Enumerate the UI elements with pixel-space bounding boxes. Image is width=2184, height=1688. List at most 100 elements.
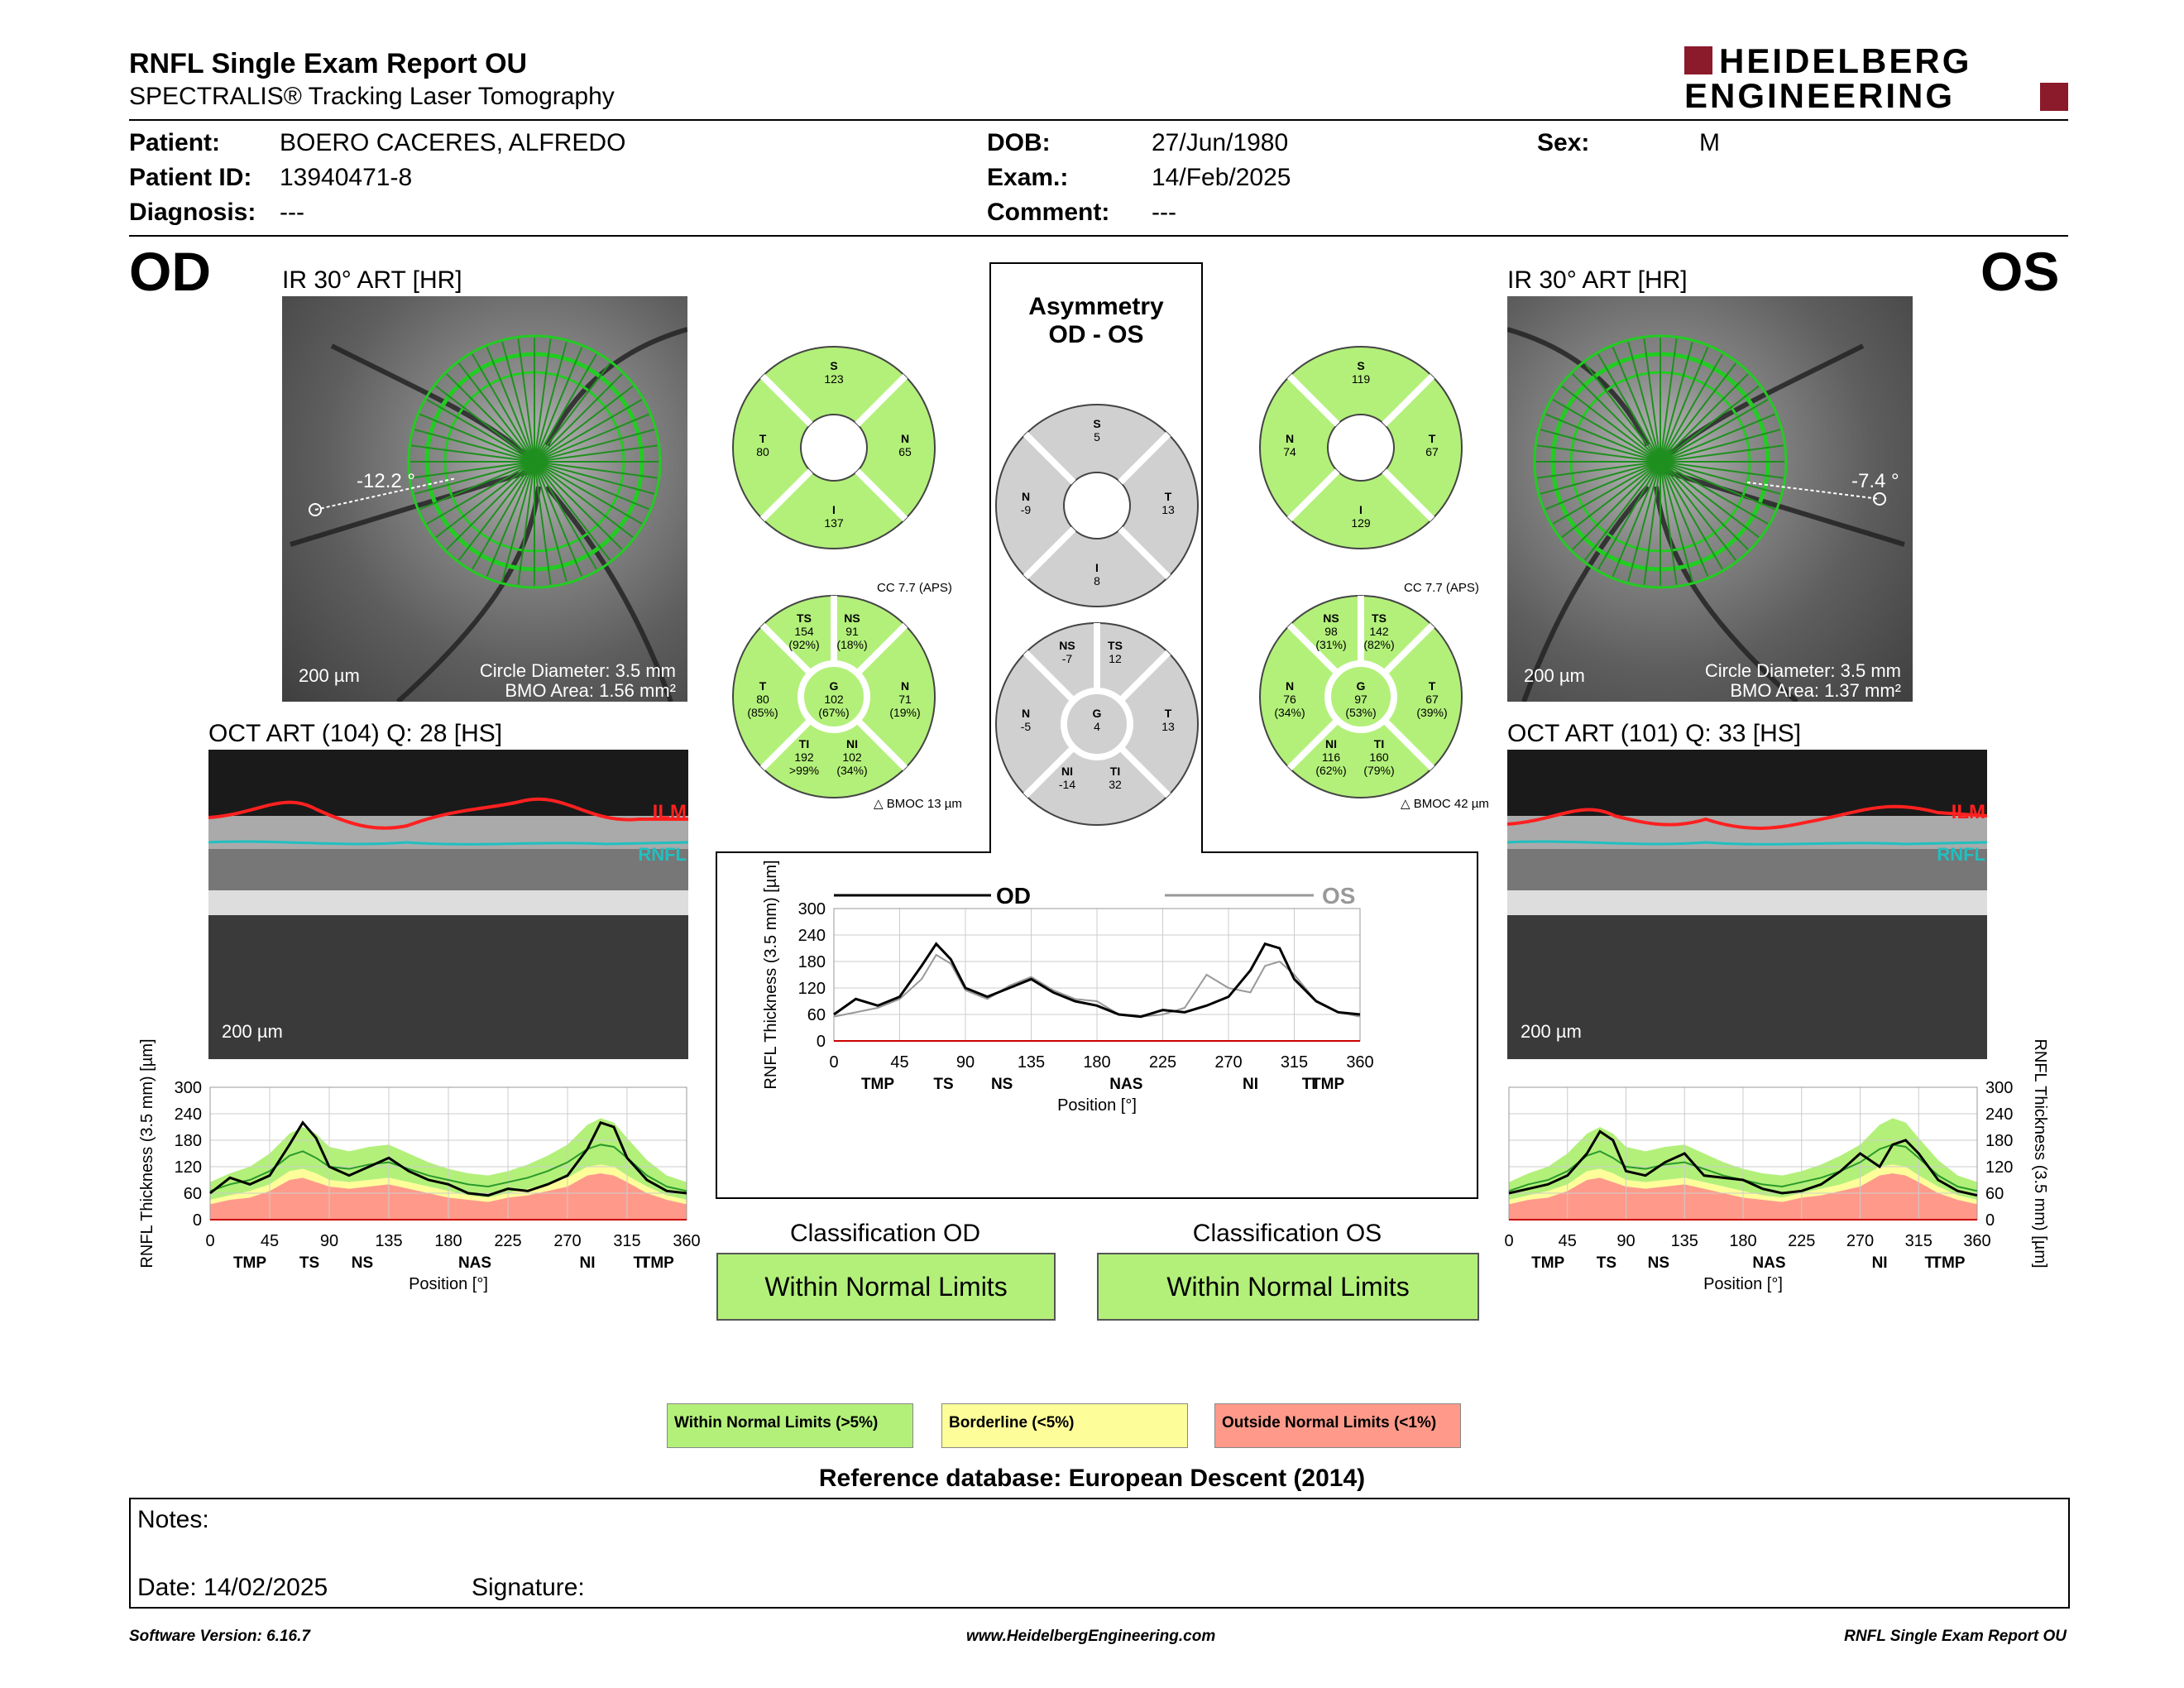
od-sect-TI: 192 — [794, 750, 814, 764]
od-sect-NI: (34%) — [836, 764, 867, 777]
os-quad-S: S — [1357, 359, 1364, 372]
rnfl-profile-od-xtick: 135 — [375, 1232, 402, 1250]
rnfl-profile-od-sector-label: NS — [352, 1254, 373, 1272]
os-sect-T: T — [1429, 679, 1436, 693]
rnfl-profile-os-xlabel: Position [°] — [1703, 1275, 1783, 1293]
os-sect-N: 76 — [1283, 693, 1296, 706]
rnfl-profile-od-ytick: 180 — [175, 1132, 202, 1150]
od-sect-TS: 154 — [794, 625, 814, 638]
rnfl-profile-os-xtick: 90 — [1616, 1232, 1635, 1250]
rnfl-profile-os-sector-label: NI — [1872, 1254, 1888, 1272]
od-quad-I: 137 — [824, 516, 844, 530]
os-sect-T: (39%) — [1416, 706, 1447, 719]
software-version: Software Version: 6.16.7 — [129, 1628, 310, 1645]
sex-value: M — [1699, 129, 1720, 156]
rnfl-profile-ou-ytick: 120 — [798, 980, 826, 998]
os-sect-TI: 160 — [1369, 750, 1389, 764]
website-link[interactable]: www.HeidelbergEngineering.com — [966, 1628, 1216, 1645]
rnfl-profile-ou-xtick: 270 — [1214, 1053, 1242, 1072]
os-sect-NS: 98 — [1324, 625, 1338, 638]
od-ir-fundus-image: -12.2 ° 200 µm Circle Diameter: 3.5 mm B… — [282, 296, 687, 702]
rnfl-profile-ou-xtick: 135 — [1018, 1053, 1045, 1072]
od-quad-S: S — [830, 359, 837, 372]
rnfl-profile-ou-ytick: 300 — [798, 900, 826, 918]
os-sect-G: G — [1357, 679, 1366, 693]
od-sect-N: (19%) — [889, 706, 920, 719]
od-sect-NS: 91 — [845, 625, 859, 638]
os-quad-S: 119 — [1352, 372, 1371, 386]
rnfl-profile-od-ytick: 300 — [175, 1079, 202, 1097]
rnfl-profile-od-ytick: 60 — [184, 1185, 202, 1203]
od-bmo-area: BMO Area: 1.56 mm² — [505, 680, 676, 701]
os-sect-TS: 142 — [1369, 625, 1389, 638]
asym-quad-S: S — [1093, 417, 1100, 430]
rnfl-profile-os-xtick: 45 — [1559, 1232, 1577, 1250]
os-sect-NS: (31%) — [1315, 638, 1346, 651]
rnfl-profile-od-sector-label: TI — [634, 1254, 648, 1272]
od-sect-NS: (18%) — [836, 638, 867, 651]
legend-os-label: OS — [1322, 883, 1355, 909]
rnfl-profile-ou-ylabel: RNFL Thickness (3.5 mm) [µm] — [762, 860, 780, 1089]
rnfl-profile-os-ylabel: RNFL Thickness (3.5 mm) [µm] — [2031, 1038, 2049, 1268]
legend-od-label: OD — [996, 883, 1031, 909]
od-ir-title: IR 30° ART [HR] — [282, 266, 462, 294]
date-label: Date: 14/02/2025 — [137, 1574, 328, 1601]
asym-sect-NI: NI — [1061, 765, 1073, 778]
os-oct-title: OCT ART (101) Q: 33 [HS] — [1507, 720, 1802, 747]
asym-quad-N: N — [1022, 490, 1030, 503]
legend-outside: Outside Normal Limits (<1%) — [1214, 1403, 1461, 1448]
os-ilm-label: ILM — [1951, 801, 1985, 823]
rnfl-profile-os-ytick: 0 — [1985, 1211, 1995, 1230]
rnfl-profile-od-ytick: 120 — [175, 1158, 202, 1177]
od-oct-bscan-image: ILM RNFL 200 µm — [208, 750, 688, 1059]
od-sect-N: N — [901, 679, 909, 693]
legend-normal: Within Normal Limits (>5%) — [667, 1403, 913, 1448]
rnfl-profile-ou-sector-label: TI — [1302, 1076, 1316, 1093]
od-eye-label: OD — [129, 241, 211, 302]
rnfl-profile-os-xtick: 270 — [1846, 1232, 1874, 1250]
os-sect-NI: 116 — [1322, 750, 1341, 764]
od-quad-T: 80 — [756, 445, 769, 458]
rnfl-profile-ou-sector-label: NS — [991, 1076, 1013, 1093]
asym-sect-N: N — [1022, 707, 1030, 720]
rnfl-profile-os-xtick: 225 — [1788, 1232, 1815, 1250]
rnfl-profile-od-ylabel: RNFL Thickness (3.5 mm) [µm] — [138, 1038, 156, 1268]
diagnosis-value: --- — [280, 199, 304, 226]
rnfl-profile-ou-sector-label: NAS — [1109, 1076, 1142, 1093]
os-sect-T: 67 — [1425, 693, 1439, 706]
rnfl-profile-os-ytick: 180 — [1985, 1132, 2013, 1150]
od-sect-NS: NS — [844, 611, 860, 625]
rnfl-profile-os-xtick: 315 — [1905, 1232, 1933, 1250]
os-quad-T: 67 — [1425, 445, 1439, 458]
os-ir-title: IR 30° ART [HR] — [1507, 266, 1688, 294]
os-sect-NS: NS — [1323, 611, 1339, 625]
od-oct-scale: 200 µm — [222, 1021, 283, 1042]
asym-quad-T: 13 — [1161, 503, 1175, 516]
od-sect-TI: TI — [799, 737, 809, 750]
classification-os-result: Within Normal Limits — [1097, 1253, 1479, 1321]
sex-label: Sex: — [1537, 129, 1590, 156]
asym-sect-G: 4 — [1094, 720, 1100, 733]
rnfl-profile-ou-od-line — [833, 942, 1361, 1019]
footer-report-name: RNFL Single Exam Report OU — [1844, 1628, 2067, 1645]
rnfl-profile-ou-xtick: 360 — [1346, 1053, 1373, 1072]
rnfl-profile-od-xtick: 270 — [553, 1232, 581, 1250]
legend-borderline: Borderline (<5%) — [941, 1403, 1188, 1448]
rnfl-profile-ou-xtick: 225 — [1149, 1053, 1176, 1072]
os-sect-G: 97 — [1354, 693, 1367, 706]
rnfl-profile-od-xlabel: Position [°] — [409, 1275, 488, 1293]
od-quad-T: T — [759, 432, 767, 445]
rnfl-profile-od-ytick: 240 — [175, 1105, 202, 1124]
rnfl-profile-os-sector-label: TI — [1925, 1254, 1939, 1272]
od-ir-scale: 200 µm — [299, 665, 360, 686]
rnfl-profile-os-ytick: 120 — [1985, 1158, 2013, 1177]
report-title: RNFL Single Exam Report OU — [129, 48, 528, 79]
os-sect-TS: (82%) — [1363, 638, 1394, 651]
rnfl-profile-os-xtick: 180 — [1729, 1232, 1756, 1250]
od-sect-NI: NI — [846, 737, 858, 750]
rnfl-profile-od-measured-line — [209, 1120, 687, 1197]
od-sect-TS: TS — [797, 611, 812, 625]
os-ir-fundus-image: -7.4 ° 200 µm Circle Diameter: 3.5 mm BM… — [1507, 296, 1913, 702]
